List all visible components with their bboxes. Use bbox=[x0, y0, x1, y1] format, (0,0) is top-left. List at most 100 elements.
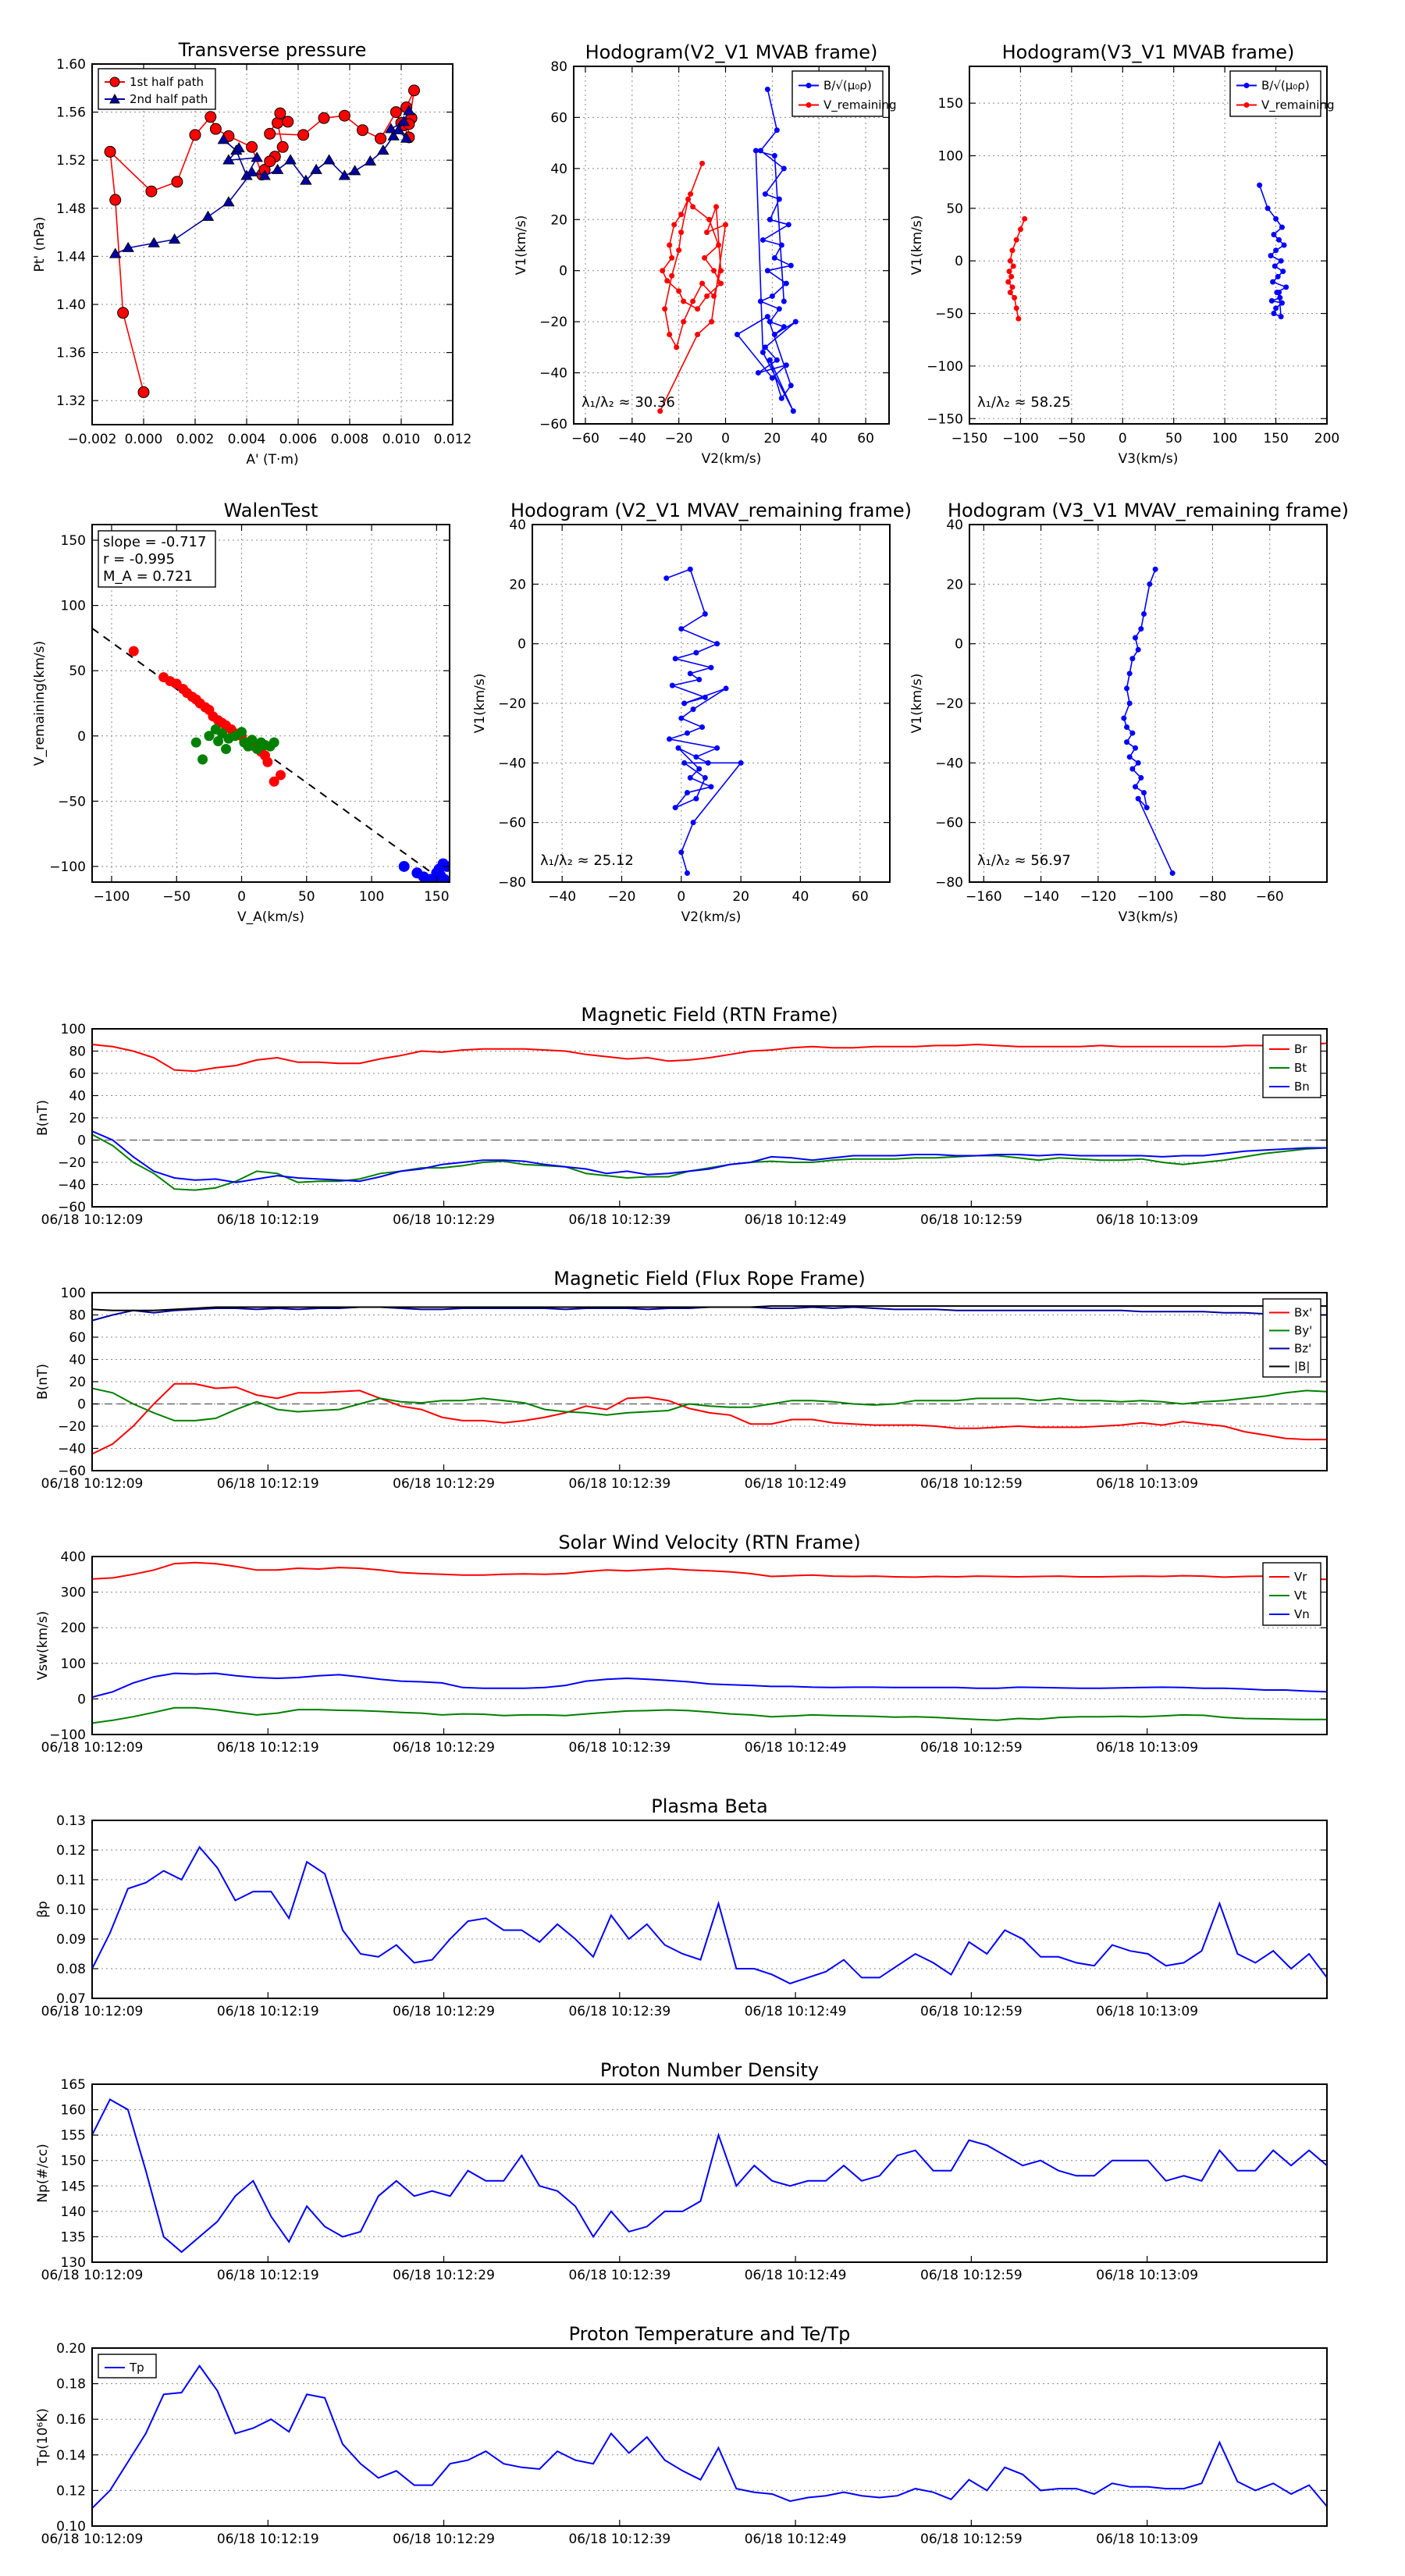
data-point bbox=[669, 272, 675, 279]
data-point bbox=[704, 229, 710, 236]
data-point bbox=[209, 123, 222, 135]
time-tick-label: 06/18 10:12:39 bbox=[568, 2268, 670, 2283]
data-point bbox=[387, 130, 400, 141]
legend-label: Bn bbox=[1294, 1080, 1310, 1094]
data-point bbox=[190, 737, 201, 748]
data-point bbox=[690, 298, 696, 304]
chart-title: Proton Number Density bbox=[600, 2059, 819, 2081]
data-point bbox=[1268, 252, 1274, 258]
time-tick-label: 06/18 10:12:59 bbox=[920, 1740, 1023, 1756]
data-point bbox=[1133, 784, 1139, 790]
y-axis-label: V1(km/s) bbox=[514, 215, 529, 276]
stats-line: M_A = 0.721 bbox=[103, 568, 193, 585]
y-tick-label: 1.40 bbox=[56, 297, 86, 313]
x-tick-label: 0.008 bbox=[331, 432, 369, 447]
x-tick-label: 0 bbox=[721, 431, 730, 447]
x-tick-label: 40 bbox=[810, 431, 827, 447]
chart-title: Hodogram(V2_V1 MVAB frame) bbox=[585, 41, 878, 63]
y-tick-label: 40 bbox=[69, 1089, 86, 1105]
data-point bbox=[660, 268, 666, 274]
data-point bbox=[1009, 284, 1016, 290]
data-point bbox=[771, 254, 777, 261]
data-point bbox=[408, 84, 420, 97]
legend-label: Vr bbox=[1294, 1570, 1307, 1584]
data-point bbox=[778, 242, 784, 248]
time-tick-label: 06/18 10:12:19 bbox=[217, 2004, 319, 2019]
data-point bbox=[699, 280, 706, 286]
data-point bbox=[699, 160, 706, 166]
data-point bbox=[783, 280, 789, 286]
y-tick-label: −60 bbox=[58, 1200, 86, 1215]
data-point bbox=[1010, 263, 1016, 269]
chart-h1: −60 −40 −20 0 20 40 60 80 −60 −40 −20 0 20 40 60 Hodogr… bbox=[514, 41, 897, 467]
stats-box bbox=[98, 530, 216, 588]
data-point bbox=[1013, 237, 1019, 243]
time-tick-label: 06/18 10:12:59 bbox=[920, 2004, 1023, 2019]
time-tick-label: 06/18 10:12:09 bbox=[41, 1212, 144, 1228]
data-point bbox=[696, 676, 702, 682]
plot-frame bbox=[91, 63, 454, 425]
time-tick-label: 06/18 10:13:09 bbox=[1096, 1212, 1198, 1228]
legend-label: B/√(μ₀ρ) bbox=[823, 79, 872, 93]
y-tick-label: 60 bbox=[550, 110, 567, 126]
y-tick-label: 0.07 bbox=[56, 1991, 86, 2007]
data-point bbox=[714, 745, 720, 751]
data-point bbox=[767, 216, 773, 222]
time-tick-label: 06/18 10:12:29 bbox=[393, 2004, 495, 2019]
y-tick-label: 50 bbox=[69, 664, 86, 679]
x-tick-label: −20 bbox=[665, 431, 693, 447]
x-tick-label: −40 bbox=[618, 431, 646, 447]
data-point bbox=[1126, 700, 1133, 706]
data-point bbox=[662, 306, 668, 312]
x-tick-label: 100 bbox=[359, 889, 384, 905]
series-line-np bbox=[92, 2098, 1327, 2254]
data-point bbox=[109, 247, 122, 258]
data-point bbox=[240, 169, 253, 180]
chart-title: WalenTest bbox=[224, 500, 318, 521]
plot-area bbox=[128, 646, 450, 882]
y-tick-label: 0.08 bbox=[56, 1962, 86, 1977]
data-point bbox=[1129, 730, 1136, 736]
x-tick-label: 50 bbox=[298, 889, 315, 905]
data-point bbox=[699, 724, 706, 731]
data-point bbox=[678, 626, 685, 632]
y-tick-label: 0 bbox=[955, 254, 963, 269]
data-point bbox=[704, 293, 710, 299]
x-tick-label: 0.006 bbox=[279, 432, 318, 447]
chart-h4: −80 −60 −40 −20 0 20 40 −160 −140 −120 −100 −80 −60 H… bbox=[909, 500, 1349, 925]
data-point bbox=[213, 735, 224, 746]
x-tick-label: 40 bbox=[792, 889, 809, 905]
data-point bbox=[1273, 247, 1279, 254]
x-axis-label: V_A(km/s) bbox=[237, 909, 304, 925]
data-point bbox=[1135, 760, 1141, 766]
data-point bbox=[274, 107, 286, 119]
chart-tp_temp: 0.10 0.12 0.14 0.16 0.18 0.20 06/18 10:12:09 06… bbox=[35, 2323, 1328, 2547]
data-point bbox=[667, 242, 673, 248]
data-point bbox=[734, 332, 740, 337]
x-tick-label: 0.010 bbox=[382, 432, 421, 447]
y-tick-label: 1.32 bbox=[56, 393, 86, 409]
data-point bbox=[389, 106, 402, 119]
time-tick-label: 06/18 10:12:29 bbox=[393, 2532, 495, 2547]
data-point bbox=[767, 357, 773, 363]
y-tick-label: 150 bbox=[61, 2154, 86, 2169]
time-tick-label: 06/18 10:12:19 bbox=[217, 2532, 319, 2547]
y-tick-label: 40 bbox=[946, 518, 963, 533]
time-tick-label: 06/18 10:12:09 bbox=[41, 2268, 144, 2283]
data-point bbox=[393, 123, 405, 135]
y-axis-label: V1(km/s) bbox=[472, 674, 488, 734]
legend-marker bbox=[1243, 102, 1250, 108]
data-point bbox=[1007, 258, 1013, 264]
time-tick-label: 06/18 10:13:09 bbox=[1096, 1740, 1198, 1756]
y-tick-label: 0 bbox=[559, 264, 567, 279]
x-tick-label: 0 bbox=[677, 889, 685, 905]
data-point bbox=[1278, 314, 1284, 320]
y-axis-label: Tp(10⁶K) bbox=[35, 2408, 51, 2467]
data-point bbox=[1135, 795, 1141, 802]
data-point bbox=[1133, 635, 1139, 641]
y-tick-label: 0.14 bbox=[56, 2448, 86, 2464]
data-point bbox=[171, 176, 183, 188]
chart-h2: −150 −100 −50 0 50 100 150 −150 −100 −50 0 50 100 150… bbox=[909, 41, 1339, 467]
data-point bbox=[667, 332, 673, 337]
time-tick-label: 06/18 10:12:49 bbox=[745, 2004, 847, 2019]
